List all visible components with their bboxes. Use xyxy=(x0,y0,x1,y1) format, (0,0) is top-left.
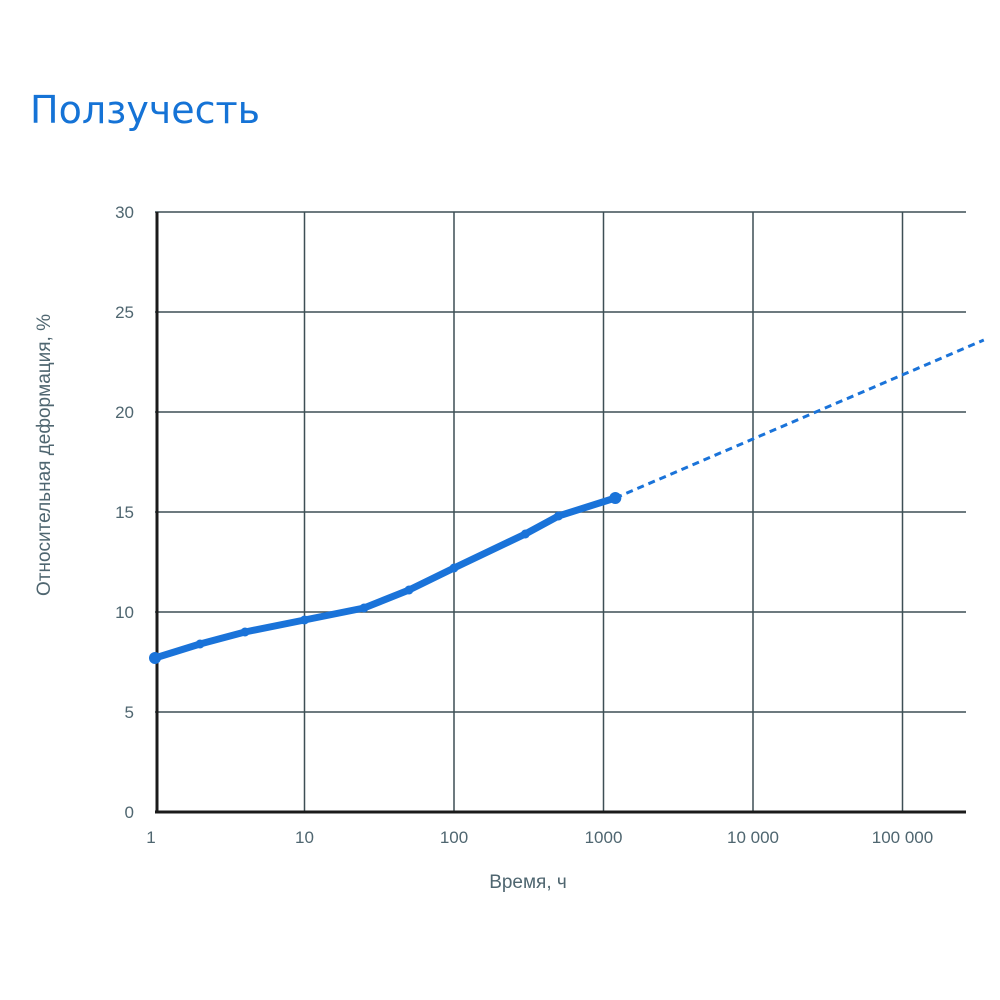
series-layer xyxy=(149,338,985,664)
x-tick-label: 100 000 xyxy=(872,828,933,847)
chart-title: Ползучесть xyxy=(30,88,261,132)
creep-curve xyxy=(151,494,619,662)
data-point xyxy=(149,652,161,664)
x-tick-label: 1000 xyxy=(585,828,623,847)
y-tick-label: 10 xyxy=(115,603,134,622)
x-tick-label: 100 xyxy=(440,828,468,847)
y-axis-label: Относительная деформация, % xyxy=(34,314,55,596)
y-tick-label: 20 xyxy=(115,403,134,422)
x-tick-labels: 1 10 100 1000 10 000 100 000 xyxy=(146,828,933,847)
data-point xyxy=(195,639,205,649)
y-tick-label: 30 xyxy=(115,203,134,222)
y-tick-label: 0 xyxy=(125,803,134,822)
data-point xyxy=(553,511,563,521)
x-tick-label: 10 xyxy=(295,828,314,847)
data-point xyxy=(449,563,459,573)
data-point xyxy=(300,615,309,625)
x-tick-label: 10 000 xyxy=(727,828,779,847)
data-point xyxy=(404,585,414,595)
data-point xyxy=(520,529,530,539)
y-tick-label: 25 xyxy=(115,303,134,322)
extrapolation-line xyxy=(614,338,985,500)
data-point xyxy=(240,627,250,637)
x-tick-label: 1 xyxy=(146,828,155,847)
data-point xyxy=(359,603,369,613)
y-tick-label: 5 xyxy=(125,703,134,722)
y-tick-label: 15 xyxy=(115,503,134,522)
x-axis-label: Время, ч xyxy=(489,872,567,893)
y-tick-labels: 0 5 10 15 20 25 30 xyxy=(115,203,134,822)
